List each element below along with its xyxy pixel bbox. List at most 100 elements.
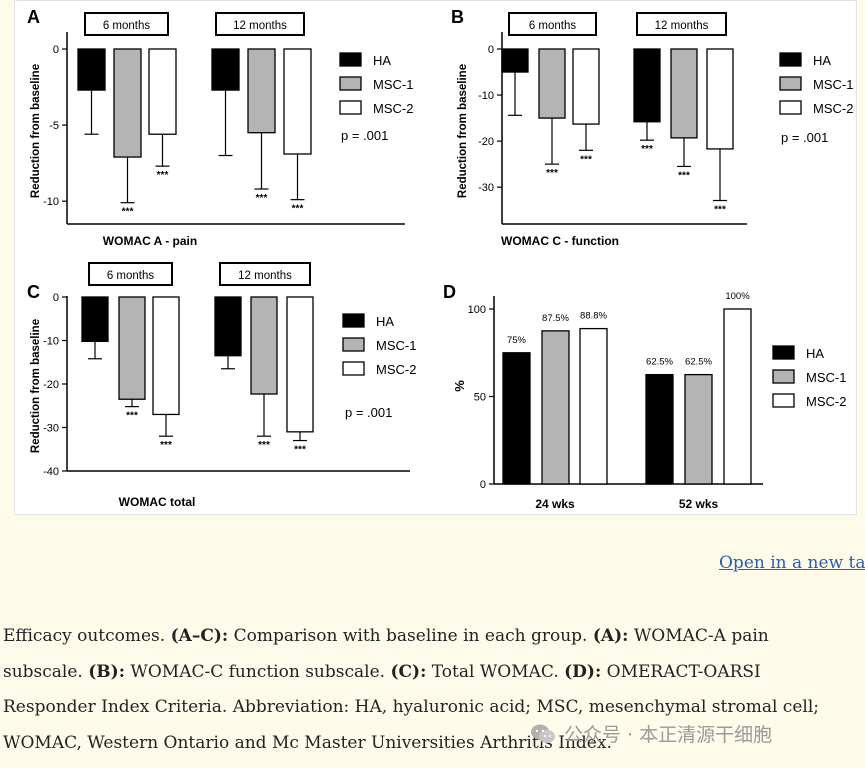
caption-run: WOMAC-C function subscale. xyxy=(124,661,391,682)
legend-label-b: MSC-1 xyxy=(813,77,853,92)
bar-c-msc-2 xyxy=(152,296,180,416)
y-tick-label-c: -30 xyxy=(43,423,59,435)
group-label-box-c xyxy=(219,262,311,286)
legend-label-a: MSC-2 xyxy=(373,101,413,116)
group-label-a: 12 months xyxy=(233,20,287,32)
p-value-annotation-b: p = .001 xyxy=(781,130,828,145)
panel-letter-a: A xyxy=(27,7,40,27)
significance-mark-a: *** xyxy=(292,204,304,215)
panel-letter-d: D xyxy=(443,282,456,302)
open-in-new-tab-link[interactable]: Open in a new tab xyxy=(719,553,865,573)
legend-swatch-d-ha xyxy=(772,345,795,360)
y-tick-label-a: -10 xyxy=(43,196,59,208)
legend-label-a: MSC-1 xyxy=(373,77,413,92)
legend-label-b: HA xyxy=(813,53,831,68)
legend-label-d: HA xyxy=(806,346,824,361)
data-label-d: 75% xyxy=(507,335,527,346)
group-label-b: 6 months xyxy=(529,20,577,32)
bar-b-ha xyxy=(501,48,529,73)
bar-b-msc-2 xyxy=(706,48,734,150)
x-axis-label-a: WOMAC A - pain xyxy=(103,234,197,248)
legend-label-c: MSC-1 xyxy=(376,338,416,353)
y-tick-label-b: -30 xyxy=(478,182,494,194)
y-tick-label-b: -10 xyxy=(478,90,494,102)
group-label-b: 12 months xyxy=(655,20,709,32)
bar-a-msc-1 xyxy=(113,48,142,158)
bar-a-msc-2 xyxy=(148,48,177,135)
significance-mark-b: *** xyxy=(580,154,592,165)
y-tick-label-d: 0 xyxy=(480,479,486,491)
bar-b-ha xyxy=(633,48,661,123)
y-axis-label-a: Reduction from baseline xyxy=(30,64,42,198)
group-label-c: 6 months xyxy=(107,270,155,282)
group-label-c: 12 months xyxy=(238,270,292,282)
bar-d-msc-1 xyxy=(684,373,713,485)
significance-mark-c: *** xyxy=(258,440,270,451)
group-label-box-b xyxy=(636,12,727,36)
figure-caption: Efficacy outcomes. (A–C): Comparison wit… xyxy=(3,619,853,761)
caption-run: Efficacy outcomes. xyxy=(3,626,171,646)
significance-mark-b: *** xyxy=(714,205,726,216)
legend-label-a: HA xyxy=(373,53,391,68)
bar-b-msc-1 xyxy=(538,48,566,119)
y-tick-label-c: -10 xyxy=(43,336,59,348)
legend-label-d: MSC-1 xyxy=(806,370,846,385)
p-value-annotation-c: p = .001 xyxy=(345,405,392,420)
bar-d-ha xyxy=(645,373,674,485)
significance-mark-a: *** xyxy=(256,193,268,204)
caption-run: (D): xyxy=(564,661,602,682)
significance-mark-c: *** xyxy=(294,445,306,456)
data-label-d: 100% xyxy=(725,291,750,302)
caption-run: Total WOMAC. xyxy=(426,661,565,682)
significance-mark-a: *** xyxy=(157,170,169,181)
group-label-box-c xyxy=(88,262,173,286)
data-label-d: 62.5% xyxy=(646,357,673,368)
y-tick-label-a: 0 xyxy=(53,44,59,56)
legend-label-b: MSC-2 xyxy=(813,101,853,116)
legend-swatch-a-msc-1 xyxy=(339,76,362,91)
x-axis-label-b: WOMAC C - function xyxy=(501,234,619,248)
bar-c-msc-1 xyxy=(118,296,146,400)
caption-run: OMERACT-OARSI Responder Index Criteria. … xyxy=(3,661,819,753)
legend-swatch-c-msc-1 xyxy=(342,337,365,352)
group-label-box-b xyxy=(508,12,597,36)
caption-run: (A–C): xyxy=(170,626,229,646)
category-label-d: 24 wks xyxy=(535,497,575,511)
y-tick-label-d: 100 xyxy=(468,304,486,316)
watermark: 公众号 · 本正清源干细胞 xyxy=(530,720,772,747)
y-tick-label-c: -20 xyxy=(43,379,59,391)
caption-run: Comparison with baseline in each group. xyxy=(228,626,593,646)
bar-d-msc-2 xyxy=(579,327,608,485)
y-tick-label-c: 0 xyxy=(53,292,59,304)
x-axis-label-c: WOMAC total xyxy=(119,495,196,509)
bar-d-ha xyxy=(502,352,531,485)
legend-label-c: MSC-2 xyxy=(376,362,416,377)
y-axis-label-c: Reduction from baseline xyxy=(30,319,42,453)
caption-run: (B): xyxy=(88,661,125,682)
caption-run: (C): xyxy=(390,661,427,682)
caption-run: WOMAC-A pain subscale. xyxy=(3,626,769,682)
legend-swatch-b-ha xyxy=(779,52,802,67)
group-label-box-a xyxy=(84,12,169,36)
legend-swatch-b-msc-2 xyxy=(779,100,802,115)
y-axis-label-d: % xyxy=(452,380,467,392)
significance-mark-c: *** xyxy=(126,411,138,422)
watermark-text: 公众号 · 本正清源干细胞 xyxy=(564,724,773,746)
bar-b-msc-2 xyxy=(572,48,600,125)
bar-c-msc-2 xyxy=(286,296,314,433)
legend-swatch-d-msc-2 xyxy=(772,393,795,408)
y-tick-label-b: -20 xyxy=(478,136,494,148)
bar-c-ha xyxy=(81,296,109,343)
group-label-a: 6 months xyxy=(103,20,151,32)
group-label-box-a xyxy=(215,12,305,36)
bar-c-ha xyxy=(214,296,242,357)
legend-swatch-a-ha xyxy=(339,52,362,67)
bar-d-msc-1 xyxy=(541,330,570,485)
significance-mark-a: *** xyxy=(122,207,134,218)
significance-mark-b: *** xyxy=(641,144,653,155)
legend-swatch-d-msc-1 xyxy=(772,369,795,384)
caption-run: (A): xyxy=(592,626,629,646)
significance-mark-b: *** xyxy=(678,170,690,181)
bar-a-msc-1 xyxy=(247,48,276,134)
